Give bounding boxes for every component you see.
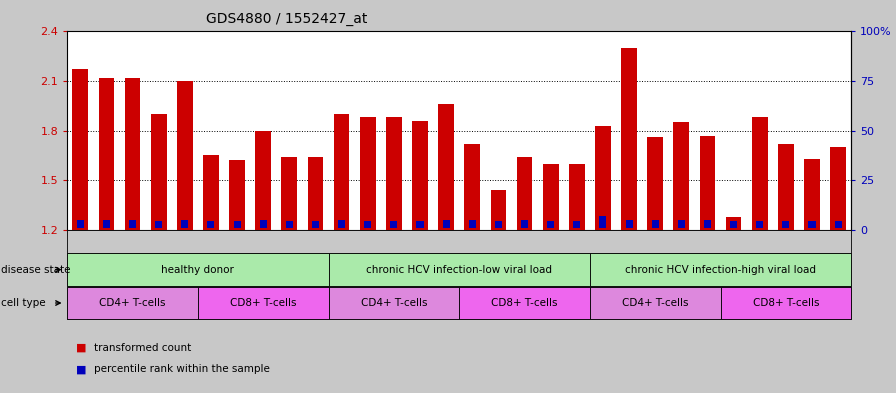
Text: disease state: disease state bbox=[1, 264, 71, 275]
Bar bbox=[77, 220, 84, 228]
Bar bbox=[543, 164, 558, 230]
Bar bbox=[704, 220, 711, 228]
Text: CD8+ T-cells: CD8+ T-cells bbox=[491, 298, 558, 308]
Bar bbox=[360, 118, 375, 230]
Text: chronic HCV infection-low viral load: chronic HCV infection-low viral load bbox=[366, 264, 552, 275]
Text: cell type: cell type bbox=[1, 298, 46, 308]
Bar bbox=[207, 221, 214, 228]
Text: transformed count: transformed count bbox=[94, 343, 192, 353]
Bar bbox=[129, 220, 136, 228]
Bar bbox=[569, 164, 585, 230]
Bar bbox=[386, 118, 401, 230]
Text: percentile rank within the sample: percentile rank within the sample bbox=[94, 364, 270, 375]
Bar bbox=[203, 156, 219, 230]
Bar bbox=[517, 157, 532, 230]
Bar bbox=[312, 221, 319, 228]
Bar bbox=[521, 220, 528, 228]
Bar bbox=[464, 144, 480, 230]
Text: chronic HCV infection-high viral load: chronic HCV infection-high viral load bbox=[625, 264, 816, 275]
Bar bbox=[438, 104, 454, 230]
Bar bbox=[73, 70, 88, 230]
Bar bbox=[229, 160, 245, 230]
Bar bbox=[181, 220, 188, 228]
Bar bbox=[443, 220, 450, 228]
Bar bbox=[621, 48, 637, 230]
Bar bbox=[782, 221, 789, 228]
Bar bbox=[834, 221, 841, 228]
Bar bbox=[333, 114, 349, 230]
Text: CD8+ T-cells: CD8+ T-cells bbox=[753, 298, 819, 308]
Bar bbox=[125, 78, 141, 230]
Bar bbox=[412, 121, 427, 230]
Text: CD4+ T-cells: CD4+ T-cells bbox=[360, 298, 427, 308]
Bar bbox=[260, 220, 267, 228]
Bar bbox=[730, 221, 737, 228]
Bar bbox=[700, 136, 715, 230]
Bar bbox=[338, 220, 345, 228]
Bar bbox=[286, 221, 293, 228]
Text: GDS4880 / 1552427_at: GDS4880 / 1552427_at bbox=[206, 12, 367, 26]
Bar bbox=[490, 190, 506, 230]
Bar bbox=[103, 220, 110, 228]
Bar bbox=[677, 220, 685, 228]
Bar bbox=[364, 221, 371, 228]
Bar bbox=[674, 122, 689, 230]
Bar bbox=[599, 216, 607, 228]
Bar bbox=[805, 159, 820, 230]
Bar bbox=[625, 220, 633, 228]
Bar bbox=[234, 221, 241, 228]
Bar bbox=[647, 137, 663, 230]
Bar bbox=[469, 220, 476, 228]
Bar bbox=[651, 220, 659, 228]
Text: ■: ■ bbox=[76, 343, 87, 353]
Bar bbox=[756, 221, 763, 228]
Bar bbox=[255, 130, 271, 230]
Bar bbox=[595, 126, 611, 230]
Bar bbox=[99, 78, 115, 230]
Bar bbox=[177, 81, 193, 230]
Bar bbox=[495, 221, 502, 228]
Bar bbox=[752, 118, 768, 230]
Bar bbox=[547, 221, 555, 228]
Bar bbox=[281, 157, 297, 230]
Bar bbox=[391, 221, 398, 228]
Bar bbox=[151, 114, 167, 230]
Bar bbox=[831, 147, 846, 230]
Text: CD4+ T-cells: CD4+ T-cells bbox=[99, 298, 166, 308]
Bar bbox=[778, 144, 794, 230]
Bar bbox=[726, 217, 742, 230]
Text: CD8+ T-cells: CD8+ T-cells bbox=[230, 298, 297, 308]
Bar bbox=[808, 221, 815, 228]
Text: CD4+ T-cells: CD4+ T-cells bbox=[622, 298, 688, 308]
Bar bbox=[155, 221, 162, 228]
Bar bbox=[573, 221, 581, 228]
Bar bbox=[417, 221, 424, 228]
Text: ■: ■ bbox=[76, 364, 87, 375]
Bar bbox=[307, 157, 323, 230]
Text: healthy donor: healthy donor bbox=[161, 264, 235, 275]
